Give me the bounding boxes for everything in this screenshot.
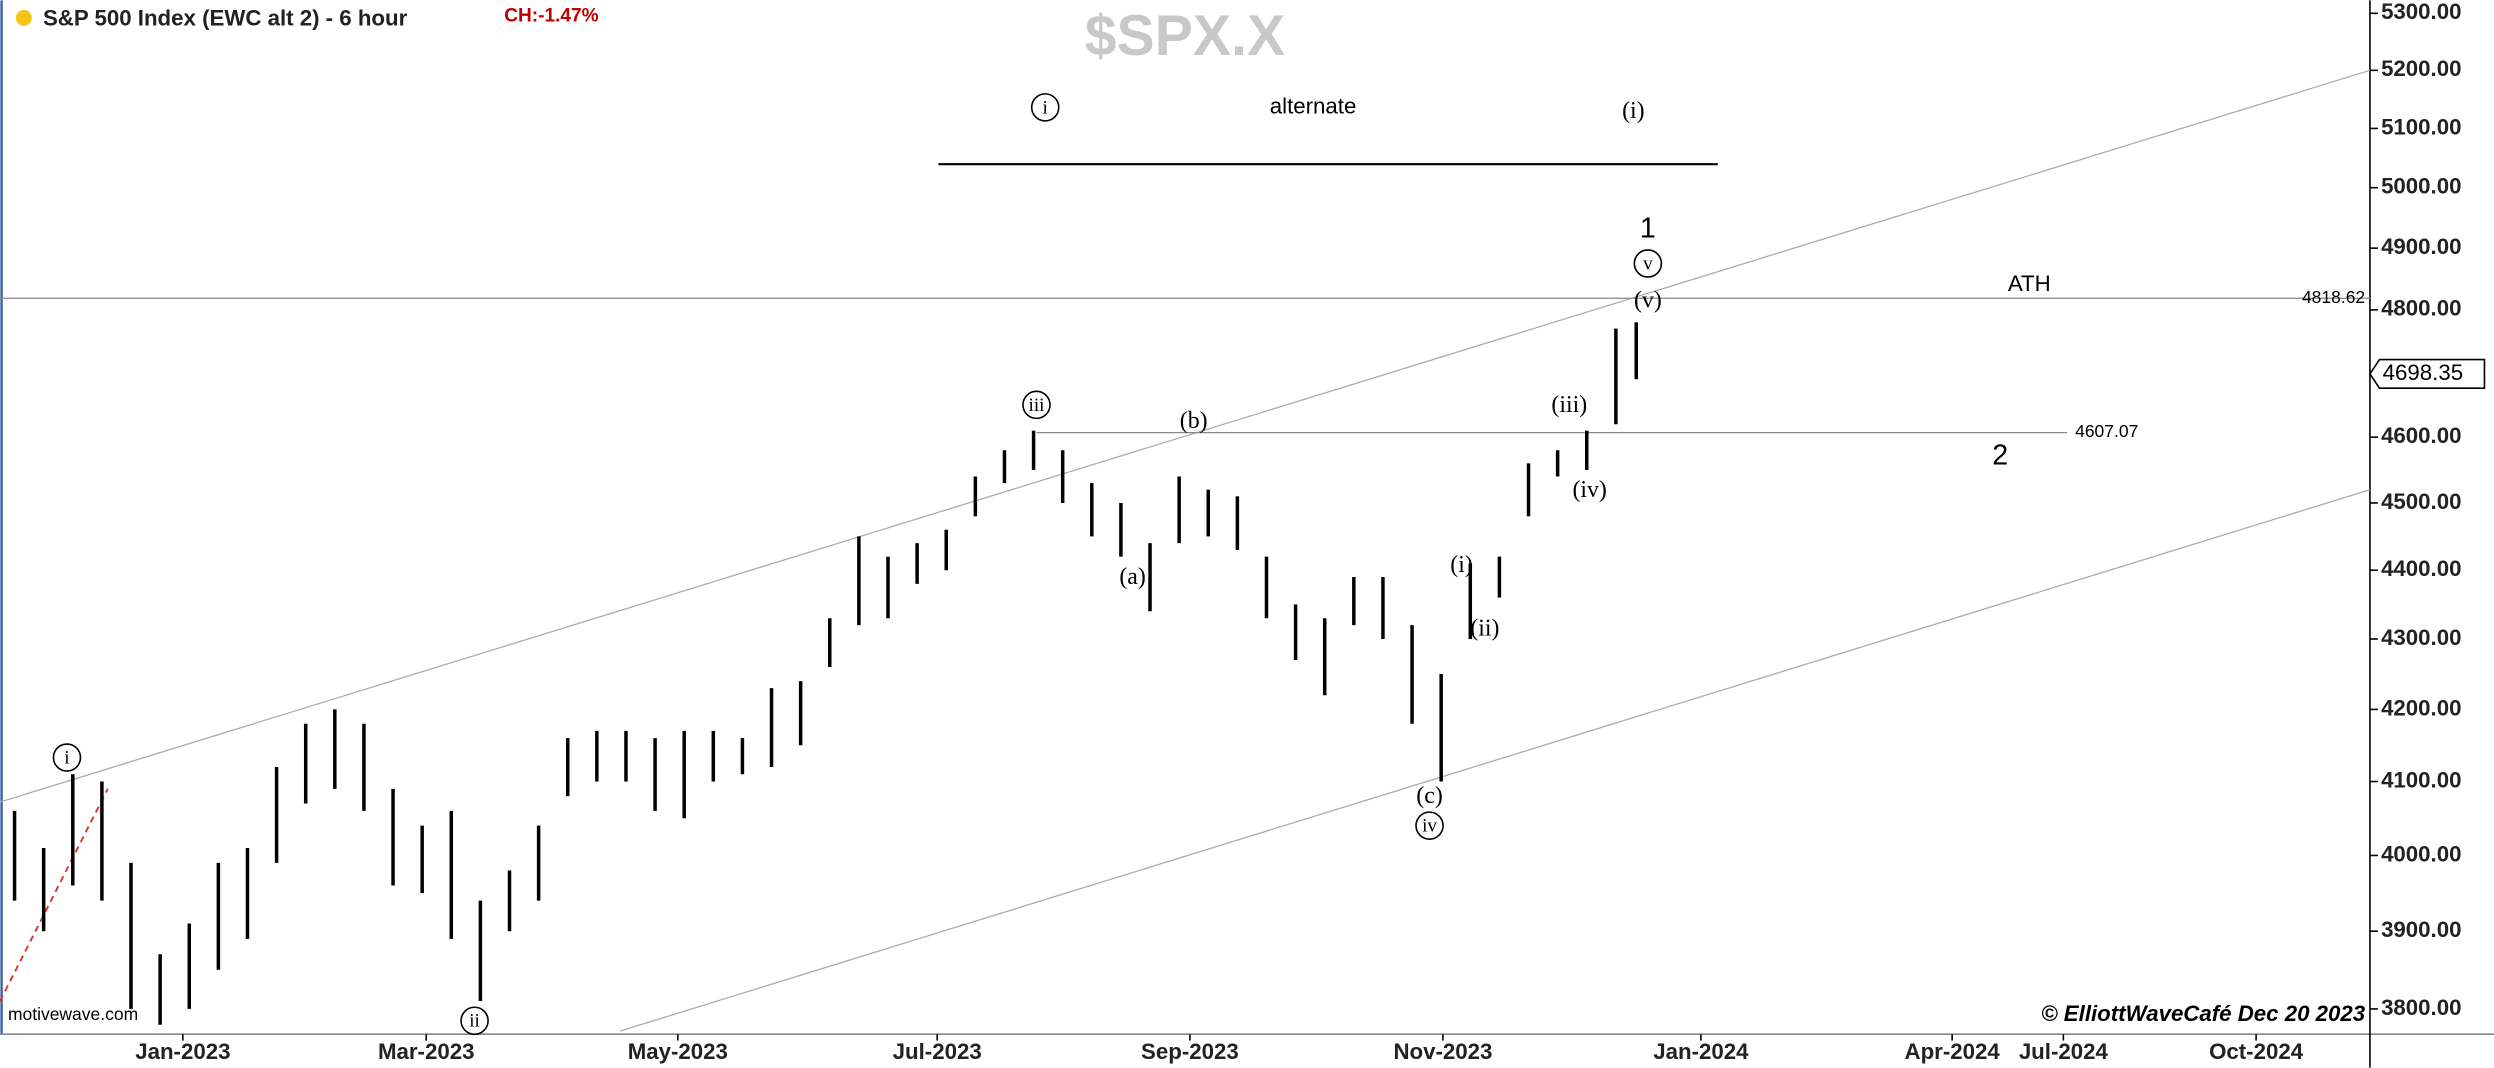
horizontal-line-label: 4818.62 — [2302, 287, 2365, 307]
annotation: 1 — [1640, 212, 1656, 244]
watermark: motivewave.com — [8, 1004, 138, 1024]
annotation: ATH — [2008, 271, 2051, 296]
y-tick-label: 3900.00 — [2381, 917, 2461, 942]
horizontal-line-label: 4607.07 — [2075, 421, 2138, 441]
annotation: i — [64, 748, 69, 769]
annotation: (iii) — [1551, 392, 1587, 418]
x-tick-label: Jul-2023 — [893, 1039, 982, 1064]
annotation: (iv) — [1572, 477, 1606, 503]
status-dot — [15, 9, 32, 26]
x-tick-label: Mar-2023 — [378, 1039, 474, 1064]
y-tick-label: 5300.00 — [2381, 0, 2461, 24]
y-tick-label: 4800.00 — [2381, 296, 2461, 321]
y-tick-label: 4200.00 — [2381, 695, 2461, 720]
trend-line — [0, 788, 109, 1002]
annotation: alternate — [1270, 93, 1357, 118]
y-tick-label: 4500.00 — [2381, 489, 2461, 514]
annotation: (a) — [1119, 564, 1145, 590]
y-tick-label: 5000.00 — [2381, 174, 2461, 199]
change-label: CH:-1.47% — [504, 5, 598, 26]
x-tick-label: Apr-2024 — [1905, 1039, 2001, 1064]
y-tick-label: 4600.00 — [2381, 423, 2461, 448]
x-tick-label: Sep-2023 — [1141, 1039, 1239, 1064]
y-tick-label: 5200.00 — [2381, 56, 2461, 81]
x-tick-label: Jan-2023 — [135, 1039, 230, 1064]
annotation: (b) — [1180, 408, 1208, 434]
x-tick-label: Jul-2024 — [2019, 1039, 2109, 1064]
y-tick-label: 4000.00 — [2381, 841, 2461, 866]
annotation: i — [1043, 97, 1048, 118]
chart-title: S&P 500 Index (EWC alt 2) - 6 hour — [43, 5, 408, 30]
annotation: 2 — [1992, 439, 2008, 471]
annotation: (i) — [1622, 98, 1645, 124]
annotation: ii — [469, 1011, 480, 1032]
last-price-tag — [2368, 358, 2486, 390]
annotation: (v) — [1634, 288, 1662, 314]
y-tick-label: 4900.00 — [2381, 234, 2461, 259]
annotation-circle — [52, 743, 82, 772]
annotation-circle — [1030, 93, 1060, 122]
annotation-circle — [1022, 390, 1051, 420]
x-tick-label: Nov-2023 — [1393, 1039, 1492, 1064]
y-tick-label: 4300.00 — [2381, 625, 2461, 650]
y-tick-label: 5100.00 — [2381, 114, 2461, 139]
annotation-circle — [1415, 811, 1444, 840]
credit: © ElliottWaveCafé Dec 20 2023 — [2041, 1001, 2366, 1026]
y-tick-label: 4400.00 — [2381, 556, 2461, 581]
annotation: (c) — [1416, 783, 1442, 809]
annotation-circle — [1633, 249, 1663, 278]
trend-line — [0, 69, 2371, 803]
y-tick-label: 3800.00 — [2381, 995, 2461, 1020]
y-tick-label: 4100.00 — [2381, 767, 2461, 792]
annotation: iv — [1422, 816, 1437, 837]
symbol-watermark: $SPX.X — [1085, 4, 1286, 68]
annotation: iii — [1029, 395, 1045, 416]
trend-line — [619, 489, 2371, 1032]
annotation-circle — [460, 1006, 489, 1036]
annotation: (i) — [1450, 552, 1473, 578]
x-tick-label: May-2023 — [628, 1039, 728, 1064]
annotation: (ii) — [1470, 616, 1499, 642]
annotation: v — [1643, 253, 1653, 274]
x-tick-label: Oct-2024 — [2209, 1039, 2304, 1064]
x-tick-label: Jan-2024 — [1653, 1039, 1749, 1064]
last-price-label: 4698.35 — [2383, 360, 2463, 385]
